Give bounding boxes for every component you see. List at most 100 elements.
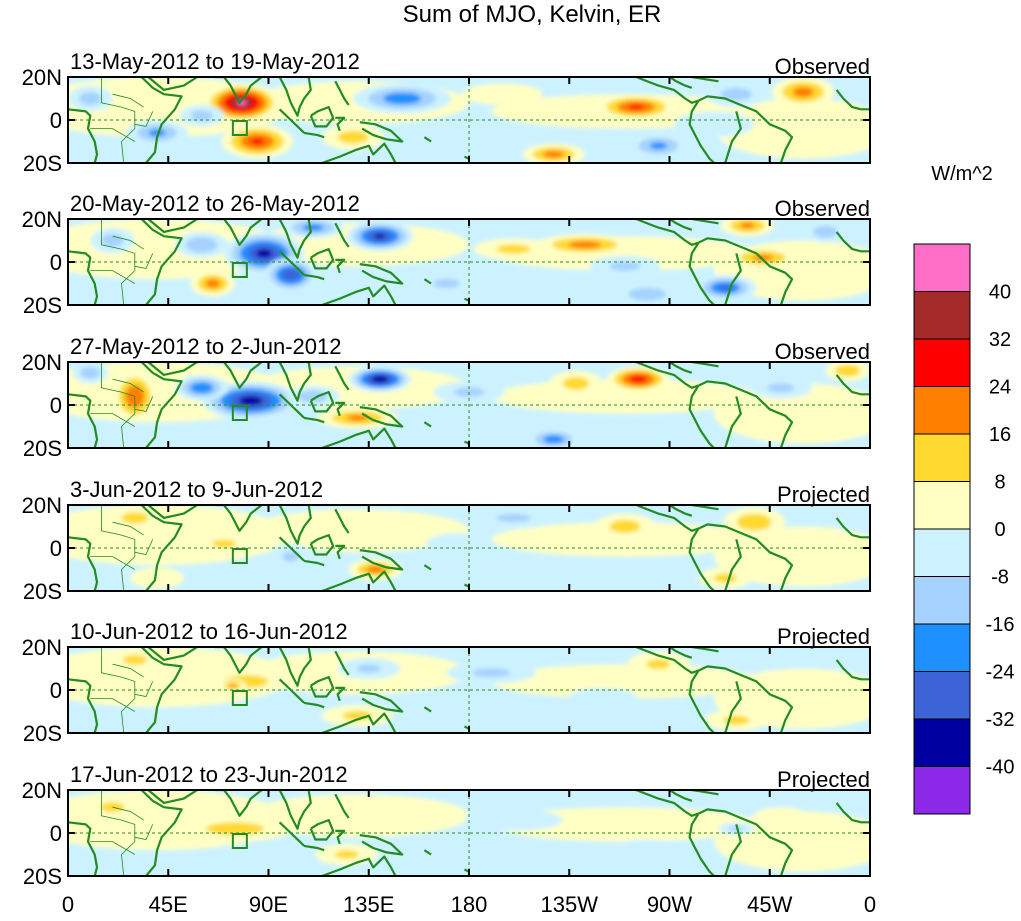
anomaly-blob (720, 219, 775, 237)
coastline (303, 416, 325, 424)
anomaly-blob (627, 651, 690, 678)
coastline (68, 536, 99, 591)
coastline (140, 647, 183, 733)
lon-label: 135E (343, 892, 394, 917)
coastline (423, 136, 432, 143)
anomaly-blob (771, 77, 835, 108)
lat-label: 20N (22, 65, 62, 90)
anomaly-blob (464, 809, 563, 831)
colorbar-swatch (913, 481, 971, 530)
coastline (724, 253, 742, 305)
lat-label: 20N (22, 207, 62, 232)
coastline (724, 681, 742, 733)
reference-box (231, 548, 248, 564)
anomaly-field (68, 77, 870, 163)
anomaly-contour (609, 261, 641, 271)
coastline (278, 505, 312, 545)
coastline (359, 121, 404, 143)
anomaly-blob (673, 111, 755, 138)
coastline (635, 77, 699, 104)
anomaly-contour (211, 539, 236, 548)
anomaly-blob (749, 377, 813, 399)
country-border (112, 521, 144, 536)
coastline (215, 790, 263, 817)
coastline (635, 362, 699, 389)
coastline (668, 362, 693, 374)
colorbar-swatch (913, 623, 971, 672)
coastline (68, 250, 99, 305)
coastline (835, 374, 870, 396)
coastline (835, 231, 870, 253)
anomaly-blob (337, 657, 400, 680)
coastline (335, 829, 346, 845)
coastline (835, 659, 870, 681)
country-border (112, 378, 144, 393)
coastline (334, 80, 350, 106)
anomaly-contour (792, 87, 814, 98)
colorbar-swatch (913, 671, 971, 720)
lon-label: 135W (541, 892, 599, 917)
anomaly-contour (298, 390, 328, 403)
country-border (112, 93, 144, 108)
anomaly-blob (595, 94, 677, 120)
anomaly-blob (72, 362, 109, 384)
coastline (68, 821, 99, 876)
colorbar-label: 8 (994, 472, 1005, 494)
anomaly-contour (100, 802, 125, 813)
country-border (134, 253, 154, 269)
coastline (278, 250, 305, 276)
anomaly-contour (628, 104, 645, 110)
country-border (112, 806, 144, 821)
anomaly-blob (130, 567, 184, 589)
anomaly-contour (148, 129, 166, 137)
coastline (68, 393, 99, 448)
coastline (635, 219, 699, 246)
anomaly-contour (290, 509, 380, 536)
anomaly-blob (190, 270, 236, 297)
anomaly-contour (101, 234, 124, 247)
lon-label: 90E (249, 892, 288, 917)
colorbar-label: -32 (986, 709, 1015, 731)
anomaly-contour (835, 364, 861, 377)
coastline (309, 534, 335, 556)
coastline (835, 802, 870, 824)
lat-label: 20N (22, 635, 62, 660)
panel-period: 10-Jun-2012 to 16-Jun-2012 (70, 619, 348, 644)
anomaly-blob (203, 83, 280, 123)
anomaly-blob (90, 227, 135, 254)
coastline (278, 77, 312, 117)
coastline (724, 396, 742, 448)
coastline (321, 855, 397, 876)
anomaly-blob (415, 272, 478, 295)
anomaly-field (68, 219, 870, 305)
anomaly-contour (256, 249, 273, 258)
lat-label: 20N (22, 493, 62, 518)
anomaly-blob (179, 104, 224, 127)
anomaly-blob (68, 85, 113, 112)
coastline (140, 219, 183, 305)
anomaly-contour (337, 130, 369, 144)
anomaly-field (68, 790, 870, 872)
panel-kind: Observed (775, 196, 870, 221)
country-border (134, 539, 154, 555)
lat-label: 20S (23, 436, 62, 461)
anomaly-contour (567, 687, 639, 710)
country-border (134, 396, 154, 412)
colorbar-units: W/m^2 (931, 163, 993, 185)
anomaly-blob (694, 274, 757, 301)
coastline (278, 821, 305, 847)
anomaly-contour (190, 110, 213, 122)
anomaly-contour (722, 715, 750, 725)
coastline (668, 505, 693, 517)
coastline (321, 570, 397, 591)
coastline (278, 219, 312, 259)
coastline (688, 813, 715, 876)
coastline (140, 505, 183, 591)
map-panel: 20N 0 20S 27-May-2012 to 2-Jun-2012 Observed (22, 334, 871, 461)
coastline (278, 393, 305, 419)
coastline (423, 564, 432, 571)
anomaly-blob (616, 283, 679, 305)
anomaly-contour (383, 92, 422, 105)
coastline (309, 391, 335, 413)
anomaly-blob (103, 647, 167, 673)
